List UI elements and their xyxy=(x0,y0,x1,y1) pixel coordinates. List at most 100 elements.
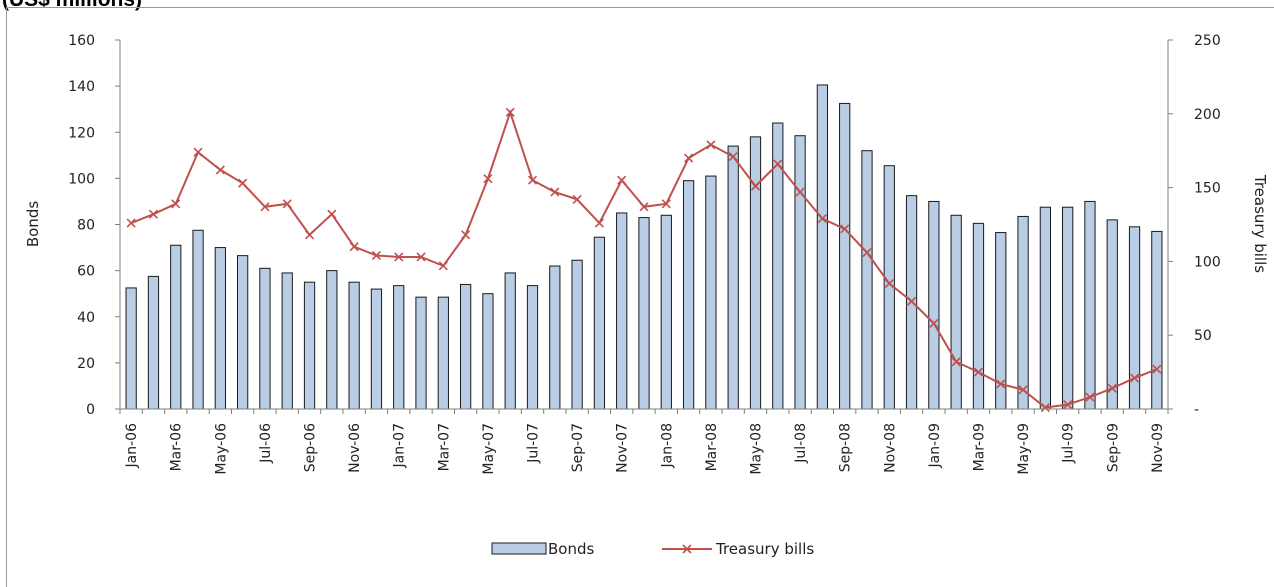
x-tick-label: Sep-09 xyxy=(1105,423,1121,472)
x-tick-label: Mar-08 xyxy=(704,423,720,471)
y-axis-label: Bonds xyxy=(24,201,42,247)
treasury-point-Jul-09 xyxy=(1063,400,1073,410)
treasury-point-Sep-06 xyxy=(304,230,315,240)
x-tick-label: Nov-09 xyxy=(1150,423,1166,473)
bar-Feb-07 xyxy=(415,296,427,410)
x-tick-label: May-08 xyxy=(748,423,764,475)
bar-Sep-07 xyxy=(571,259,583,410)
bar-Apr-08 xyxy=(727,145,739,410)
treasury-point-Mar-07 xyxy=(438,261,448,271)
treasury-point-Feb-07 xyxy=(416,252,426,262)
right-tick-label: 250 xyxy=(1194,33,1221,49)
treasury-point-Aug-08 xyxy=(817,214,827,224)
left-tick-label: 40 xyxy=(77,310,95,326)
left-tick-label: 60 xyxy=(77,264,95,280)
bar-Nov-09 xyxy=(1151,230,1163,410)
right-tick-label: 50 xyxy=(1194,328,1212,344)
treasury-point-Mar-08 xyxy=(706,140,716,150)
treasury-point-Jan-06 xyxy=(126,218,136,228)
x-tick-label: Jan-08 xyxy=(659,423,675,468)
treasury-point-Sep-07 xyxy=(572,194,582,204)
bar-Mar-09 xyxy=(972,222,985,410)
bar-Oct-08 xyxy=(861,150,873,410)
bar-Jul-08 xyxy=(794,135,806,410)
x-tick-label: Mar-09 xyxy=(971,423,987,471)
x-tick-label: Jul-06 xyxy=(258,423,274,464)
x-tick-label: Sep-06 xyxy=(303,423,319,472)
treasury-point-Apr-09 xyxy=(996,379,1006,389)
axes xyxy=(115,39,1173,414)
left-tick-label: 120 xyxy=(68,125,95,141)
bar-Jul-06 xyxy=(259,267,271,410)
treasury-point-Jan-07 xyxy=(394,252,404,262)
treasury-point-Nov-09 xyxy=(1152,364,1162,374)
bar-Aug-07 xyxy=(549,265,561,410)
x-tick-label: Jul-07 xyxy=(526,423,542,464)
bar-Nov-07 xyxy=(616,212,628,410)
treasury-point-Feb-06 xyxy=(148,209,159,219)
treasury-point-Oct-06 xyxy=(327,209,337,219)
treasury-point-Jul-07 xyxy=(527,175,538,185)
treasury-point-Apr-07 xyxy=(461,230,471,240)
x-tick-label: Nov-08 xyxy=(882,423,898,473)
x-tick-label: May-07 xyxy=(481,423,497,475)
chart-heading: (US$ millions) xyxy=(2,0,142,12)
treasury-point-Nov-06 xyxy=(349,242,359,252)
treasury-point-Mar-09 xyxy=(973,367,984,377)
legend-treasury-label[interactable]: Treasury bills xyxy=(715,540,814,558)
bar-Jun-07 xyxy=(504,272,516,410)
treasury-point-Dec-06 xyxy=(371,250,381,261)
bar-Sep-06 xyxy=(303,281,316,410)
treasury-point-Jun-08 xyxy=(773,159,783,169)
treasury-point-Aug-06 xyxy=(282,199,292,209)
treasury-point-Apr-08 xyxy=(728,152,738,162)
bar-Oct-06 xyxy=(326,270,338,410)
bar-Jan-06 xyxy=(125,287,137,410)
legend-bonds-label[interactable]: Bonds xyxy=(548,540,594,558)
bar-Oct-07 xyxy=(593,236,606,410)
treasury-point-Dec-07 xyxy=(639,202,649,212)
bar-Aug-09 xyxy=(1084,200,1096,410)
bar-Jun-08 xyxy=(772,122,784,410)
bar-Aug-06 xyxy=(281,272,293,410)
treasury-point-May-06 xyxy=(215,165,225,175)
right-axis-ticks: - 50 100 150 200 250 xyxy=(1194,33,1221,418)
x-tick-label: Sep-07 xyxy=(570,423,586,472)
x-tick-label: May-09 xyxy=(1016,423,1032,475)
legend: Bonds Treasury bills xyxy=(491,540,814,558)
treasury-point-May-08 xyxy=(750,181,761,191)
x-axis-ticks: Jan-06 Mar-06 May-06 Jul-06 Sep-06 Nov-06 Jan-… xyxy=(124,423,1166,475)
bar-Jul-07 xyxy=(526,285,539,410)
bar-Mar-07 xyxy=(437,296,449,410)
x-tick-label: Sep-08 xyxy=(838,423,854,472)
treasury-point-Jul-08 xyxy=(795,187,805,197)
treasury-point-Aug-09 xyxy=(1085,392,1095,402)
right-tick-label: 200 xyxy=(1194,107,1221,123)
bar-Feb-08 xyxy=(682,180,695,410)
left-tick-label: 160 xyxy=(68,33,95,49)
treasury-point-Nov-07 xyxy=(617,175,627,185)
treasury-line xyxy=(126,107,1162,413)
bar-Dec-07 xyxy=(638,217,650,410)
treasury-point-Dec-08 xyxy=(907,296,917,306)
treasury-point-Oct-07 xyxy=(594,218,604,228)
x-tick-label: Mar-07 xyxy=(436,423,452,471)
bar-Mar-08 xyxy=(705,175,717,410)
left-tick-label: 0 xyxy=(86,402,95,418)
bar-Aug-08 xyxy=(816,84,829,410)
right-tick-label: 100 xyxy=(1194,254,1221,270)
treasury-point-Jun-07 xyxy=(505,107,515,117)
x-tick-label: Jul-09 xyxy=(1061,423,1077,464)
treasury-point-Jun-09 xyxy=(1040,402,1050,413)
bar-Apr-06 xyxy=(192,229,204,410)
bar-Nov-06 xyxy=(348,281,360,410)
bar-May-07 xyxy=(482,293,494,410)
bar-Jan-09 xyxy=(928,200,940,410)
y2-axis-label: Treasury bills xyxy=(1251,174,1269,273)
treasury-point-Jan-08 xyxy=(661,199,671,209)
treasury-point-Sep-09 xyxy=(1107,383,1117,393)
x-tick-label: Nov-06 xyxy=(347,423,363,473)
bar-Jan-08 xyxy=(660,214,672,410)
bar-May-08 xyxy=(749,136,762,410)
treasury-point-May-07 xyxy=(483,174,493,184)
